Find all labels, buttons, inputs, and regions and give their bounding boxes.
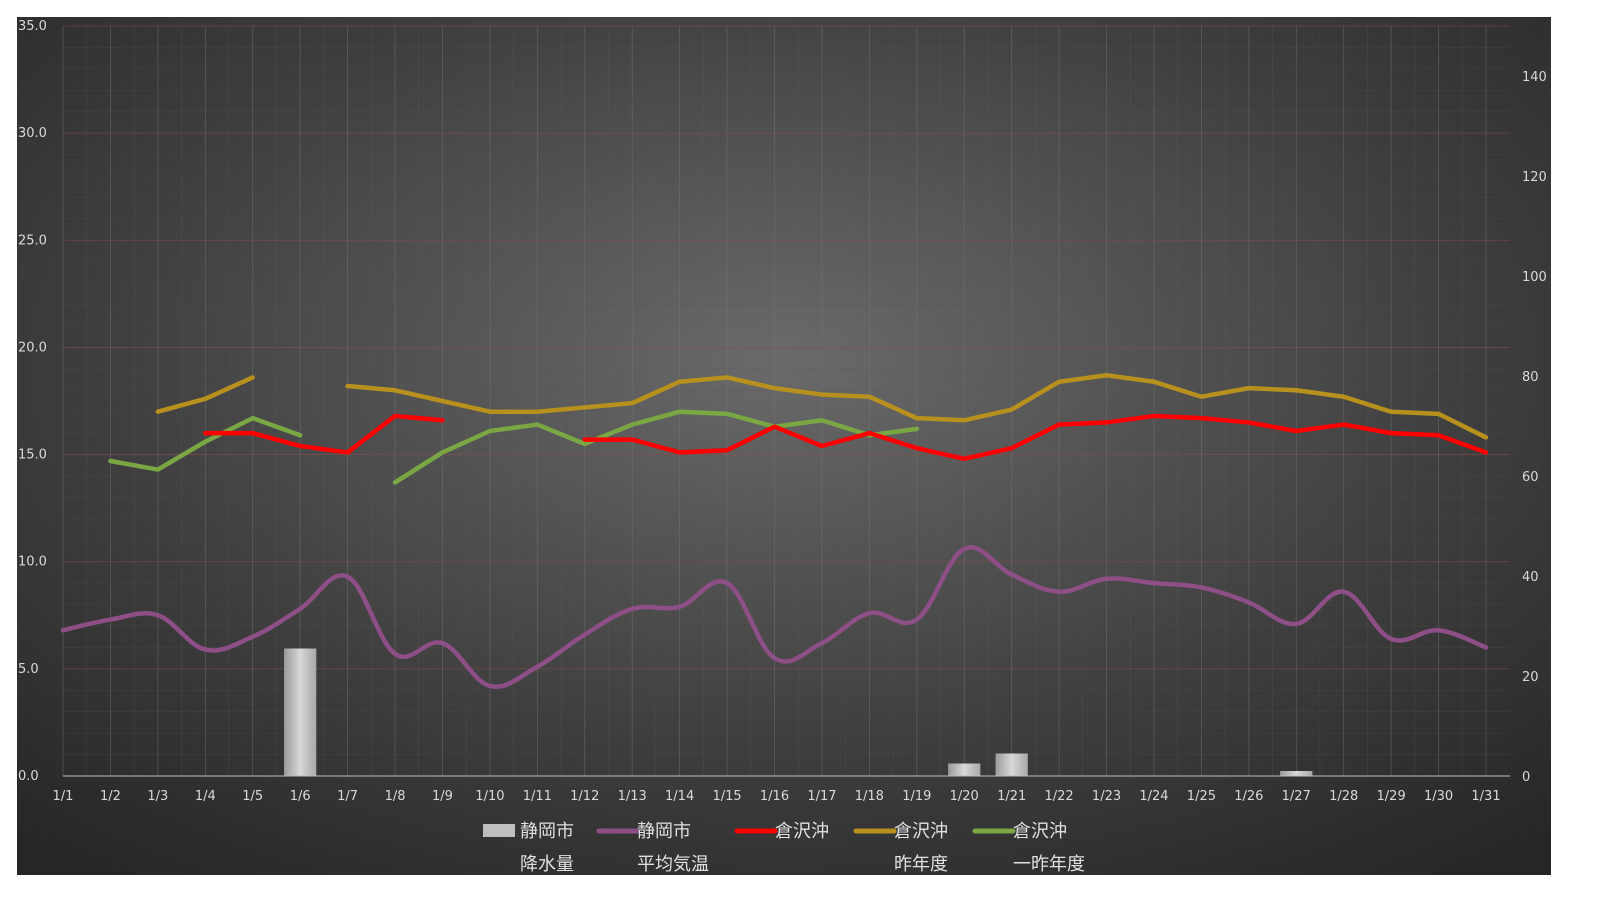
x-tick-label: 1/2 [100,789,121,804]
y-right-tick-label: 20 [1522,670,1539,685]
y-left-tick-label: 15.0 [18,448,47,463]
x-tick-label: 1/5 [242,789,263,804]
precipitation-bars [284,648,1313,776]
x-tick-label: 1/8 [385,789,406,804]
sea-temp-two-years-ago-line [108,415,303,472]
x-tick-label: 1/15 [712,789,741,804]
x-tick-label: 1/31 [1471,789,1500,804]
y-right-tick-label: 100 [1522,270,1547,285]
x-tick-label: 1/6 [290,789,311,804]
x-tick-label: 1/21 [997,789,1026,804]
precipitation-bar [995,753,1028,776]
sea-temp-last-year-line [345,373,1489,440]
x-tick-label: 1/1 [53,789,74,804]
y-right-tick-label: 140 [1522,70,1547,85]
x-tick-label: 1/4 [195,789,216,804]
legend-label: 倉沢沖 [775,821,829,842]
legend-label: 倉沢沖 [1013,821,1067,842]
legend-label: 倉沢沖 [894,821,948,842]
y-left-tick-label: 30.0 [18,126,47,141]
legend-label: 静岡市 [520,821,574,842]
precipitation-bar [1280,771,1313,776]
legend-label-line2: 平均気温 [637,854,709,875]
x-tick-label: 1/13 [618,789,647,804]
legend-label: 静岡市 [637,821,691,842]
sea-temp-line [582,413,1489,462]
x-tick-label: 1/22 [1044,789,1073,804]
x-tick-label: 1/28 [1329,789,1358,804]
x-tick-label: 1/17 [807,789,836,804]
avg-temp-line [60,545,1489,690]
x-tick-label: 1/9 [432,789,453,804]
chart-background [17,17,1551,875]
y-right-tick-label: 40 [1522,570,1539,585]
y-left-tick-label: 25.0 [18,233,47,248]
y-right-tick-label: 0 [1522,770,1530,785]
series-lines [60,373,1489,690]
x-tick-label: 1/27 [1282,789,1311,804]
legend-label-line2: 一昨年度 [1013,854,1085,875]
y-right-tick-label: 120 [1522,170,1547,185]
sea-temp-line [203,413,445,455]
y-left-tick-label: 35.0 [18,19,47,34]
x-tick-label: 1/14 [665,789,694,804]
legend-label-line2: 昨年度 [894,854,948,875]
y-left-tick-label: 10.0 [18,555,47,570]
y-left-tick-label: 20.0 [18,340,47,355]
y-left-tick-label: 0.0 [18,769,39,784]
x-tick-label: 1/23 [1092,789,1121,804]
precipitation-bar [284,648,317,776]
x-tick-label: 1/26 [1234,789,1263,804]
x-tick-label: 1/3 [147,789,168,804]
legend-label-line2: 降水量 [520,854,574,875]
x-tick-label: 1/29 [1377,789,1406,804]
y-right-tick-label: 60 [1522,470,1539,485]
x-tick-label: 1/7 [337,789,358,804]
x-tick-label: 1/20 [950,789,979,804]
x-tick-label: 1/18 [855,789,884,804]
x-tick-label: 1/12 [570,789,599,804]
axes: 0.0 5.0 10.0 15.0 20.0 25.0 30.0 35.0 0 20 40 60 80 1… [18,19,1547,804]
precipitation-bar [948,763,981,776]
x-tick-label: 1/16 [760,789,789,804]
x-tick-label: 1/25 [1187,789,1216,804]
x-tick-label: 1/30 [1424,789,1453,804]
sea-temp-last-year-line [155,375,255,414]
x-tick-label: 1/11 [523,789,552,804]
sea-temp-two-years-ago-line [392,409,920,485]
x-tick-label: 1/24 [1139,789,1168,804]
x-tick-label: 1/10 [475,789,504,804]
y-right-tick-label: 80 [1522,370,1539,385]
legend-swatch-precip [483,824,515,837]
y-left-tick-label: 5.0 [18,662,39,677]
x-tick-label: 1/19 [902,789,931,804]
